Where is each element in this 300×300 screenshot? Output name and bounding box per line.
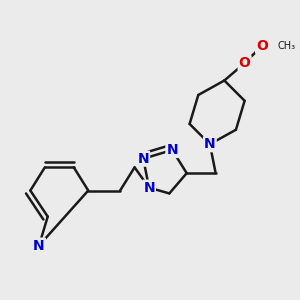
Text: O: O [256, 39, 268, 53]
Text: CH₃: CH₃ [278, 41, 296, 51]
Text: N: N [137, 152, 149, 166]
Text: N: N [33, 238, 45, 253]
Text: N: N [204, 137, 216, 151]
Text: N: N [143, 181, 155, 195]
Text: N: N [167, 143, 178, 157]
Text: O: O [239, 56, 250, 70]
